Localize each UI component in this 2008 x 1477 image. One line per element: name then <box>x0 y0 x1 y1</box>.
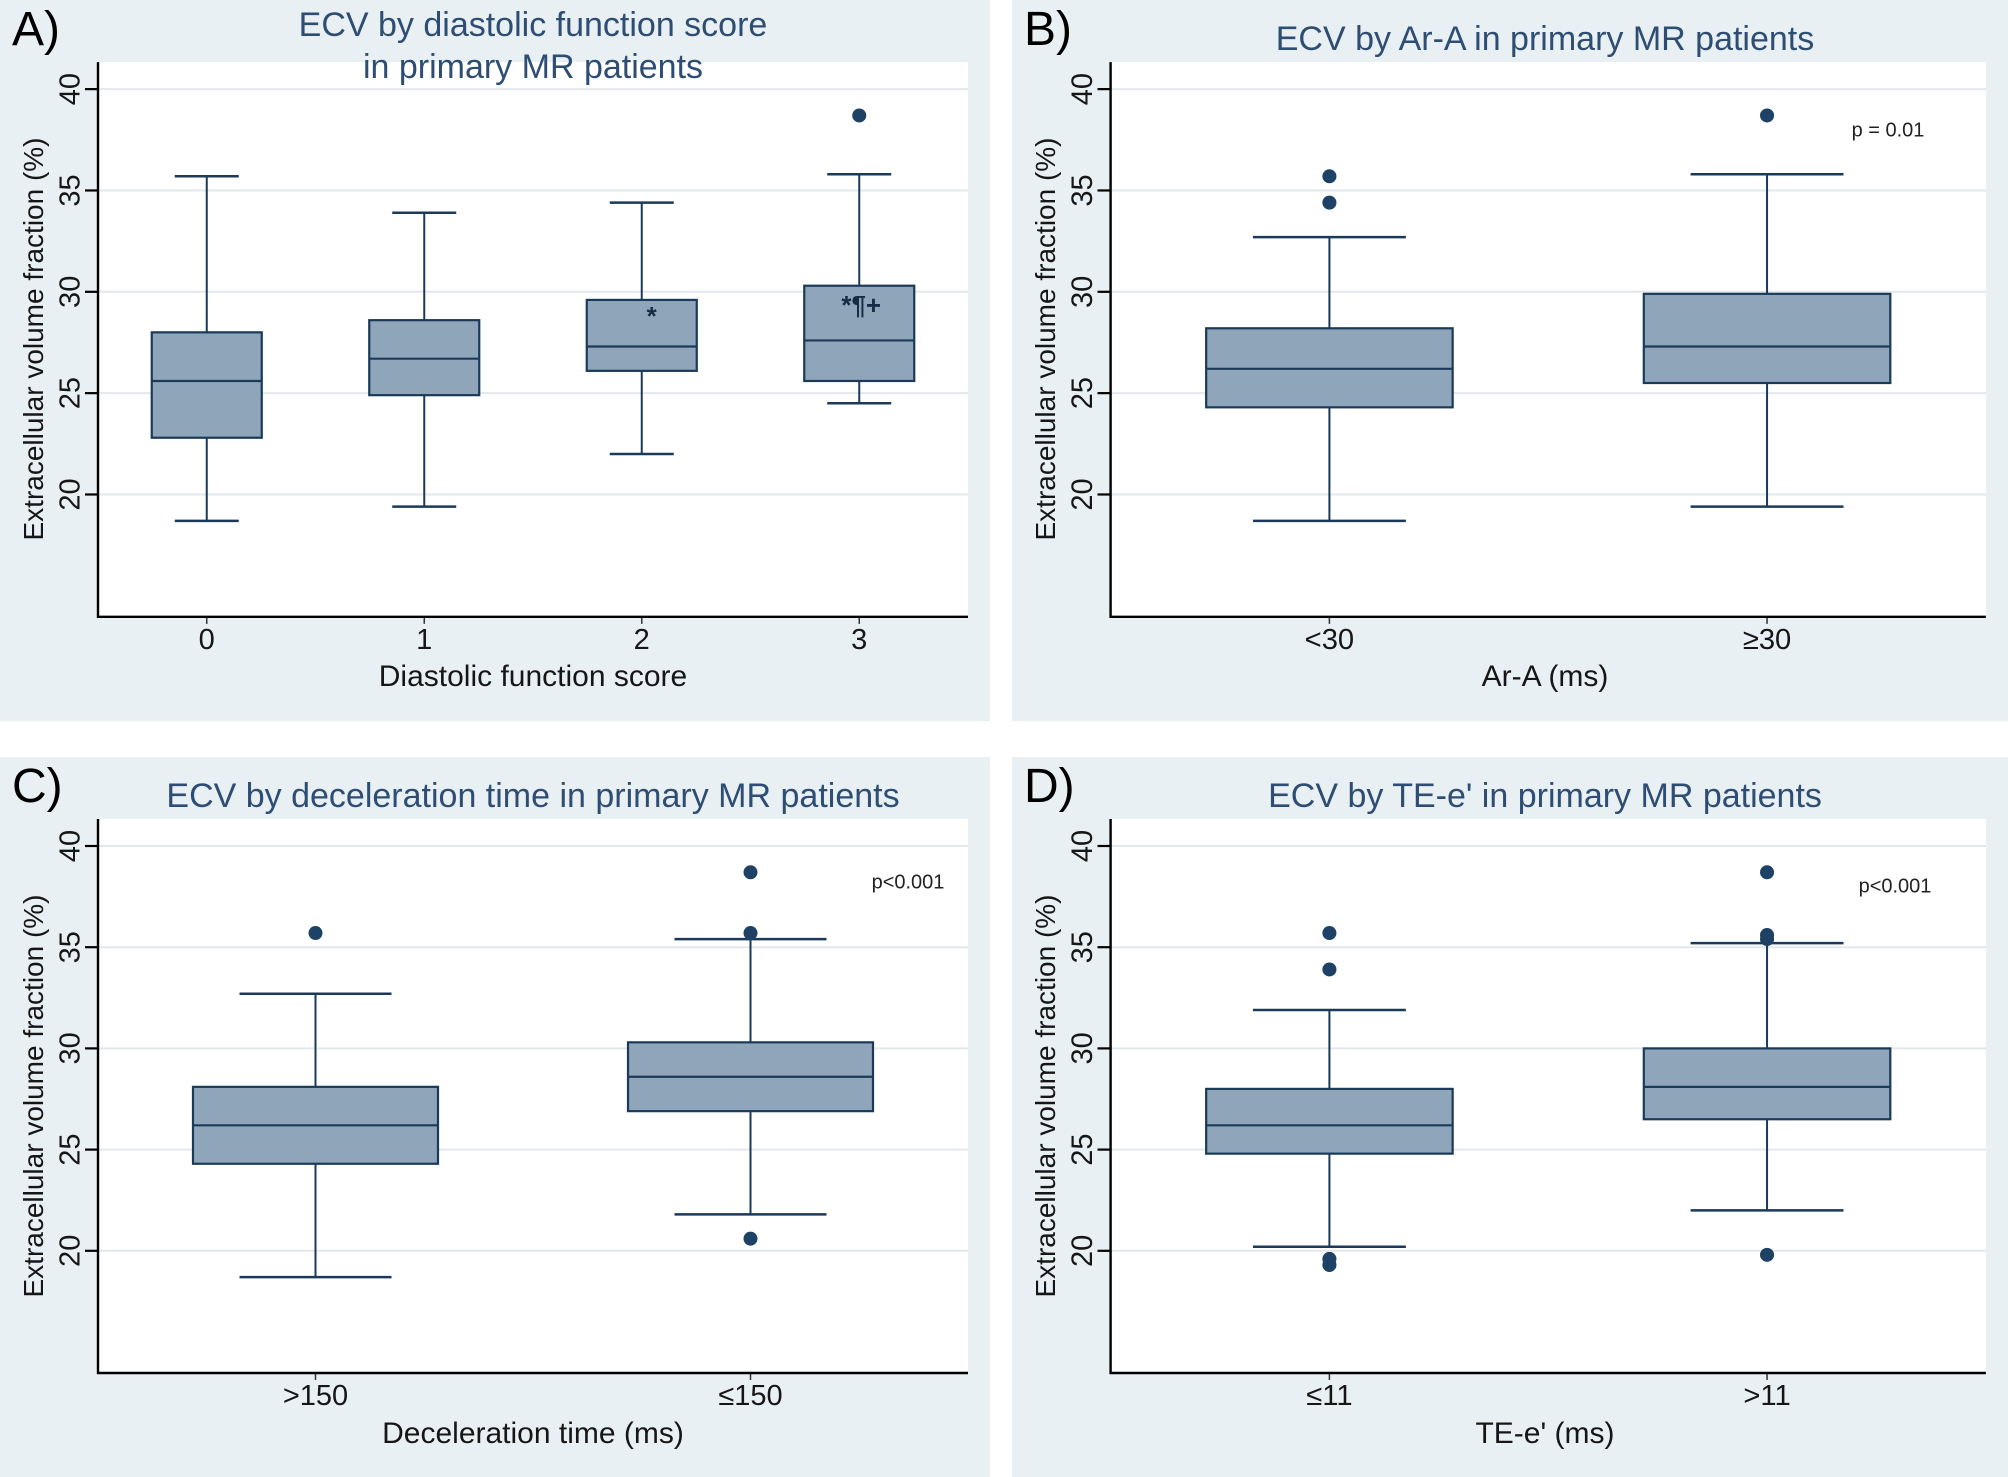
y-axis-label: Extracellular volume fraction (%) <box>18 894 49 1298</box>
chart-title-line-1: ECV by TE-e' in primary MR patients <box>1268 777 1822 815</box>
x-tick-label: <30 <box>1305 624 1354 656</box>
y-tick-label: 30 <box>55 1032 87 1064</box>
outlier-dot <box>308 926 323 941</box>
x-tick-label: ≤11 <box>1306 1380 1352 1412</box>
y-tick-label: 25 <box>1067 377 1099 409</box>
panel-letter-d: D) <box>1024 760 1075 813</box>
y-tick-label: 20 <box>55 478 87 510</box>
panel-letter-c: C) <box>12 760 63 813</box>
x-tick-label: 0 <box>199 624 215 656</box>
outlier-dot <box>1760 108 1775 123</box>
panel-letter-a: A) <box>12 3 60 56</box>
chart-title-line-1: ECV by diastolic function score <box>298 6 768 44</box>
iqr-box <box>1642 292 1892 385</box>
y-tick-label: 25 <box>55 1133 87 1165</box>
y-tick-label: 40 <box>55 73 87 105</box>
x-tick-label: ≥30 <box>1743 624 1791 656</box>
x-axis-label: TE-e' (ms) <box>1475 1417 1615 1450</box>
outlier-dot <box>852 108 867 123</box>
panel-a: A) ECV by diastolic function score in pr… <box>0 0 990 721</box>
outlier-dot <box>1760 865 1775 880</box>
y-tick-label: 35 <box>55 931 87 963</box>
outlier-dot <box>743 865 758 880</box>
outlier-dot <box>743 1231 758 1246</box>
chart-title-a: ECV by diastolic function score in prima… <box>98 4 968 88</box>
x-tick-label: 3 <box>851 624 867 656</box>
boxplot-canvas-d: ≤11 >11 20 25 30 35 40 <box>1067 819 1986 1412</box>
y-tick-label: 30 <box>1067 276 1099 308</box>
y-axis-label: Extracellular volume fraction (%) <box>1030 894 1061 1298</box>
x-tick-label: 2 <box>634 624 650 656</box>
iqr-box <box>585 298 698 372</box>
chart-title-line-1: ECV by deceleration time in primary MR p… <box>166 777 900 815</box>
outlier-dot <box>1322 962 1337 977</box>
chart-title-c: ECV by deceleration time in primary MR p… <box>98 775 968 817</box>
iqr-box <box>150 331 263 439</box>
x-axis-label: Diastolic function score <box>378 660 688 693</box>
chart-title-line-1: ECV by Ar-A in primary MR patients <box>1275 20 1815 58</box>
y-axis-label: Extracellular volume fraction (%) <box>18 137 49 541</box>
outlier-dot <box>1322 926 1337 941</box>
boxplot-canvas-b: <30 ≥30 20 25 30 35 40 <box>1067 62 1986 656</box>
p-value-label: p<0.001 <box>1858 875 1932 898</box>
p-value-label: p = 0.01 <box>1851 119 1925 142</box>
outlier-dot <box>1760 1247 1775 1262</box>
y-tick-label: 20 <box>55 1235 87 1267</box>
iqr-box <box>1642 1047 1892 1121</box>
x-axis-label: Deceleration time (ms) <box>382 1417 684 1450</box>
chart-title-line-2: in primary MR patients <box>362 48 704 86</box>
outlier-dot <box>743 926 758 941</box>
panel-b: B) ECV by Ar-A in primary MR patients Ex… <box>1012 0 2008 721</box>
y-tick-label: 30 <box>1067 1032 1099 1064</box>
outlier-dot <box>1322 169 1337 184</box>
y-axis-label: Extracellular volume fraction (%) <box>1030 137 1061 541</box>
significance-annotation: * <box>647 301 658 331</box>
y-tick-label: 20 <box>1067 478 1099 510</box>
y-tick-label: 40 <box>55 830 87 862</box>
y-tick-label: 25 <box>55 377 87 409</box>
boxplot-canvas-c: >150 ≤150 20 25 30 35 40 <box>55 819 968 1412</box>
iqr-box <box>803 284 916 383</box>
panel-d: D) ECV by TE-e' in primary MR patients E… <box>1012 757 2008 1477</box>
y-tick-label: 35 <box>1067 174 1099 206</box>
y-tick-label: 40 <box>1067 73 1099 105</box>
x-tick-label: ≤150 <box>718 1380 782 1412</box>
y-tick-label: 35 <box>55 174 87 206</box>
boxplot-canvas-a: 0 1 * 2 *¶+ 3 20 25 30 35 40 <box>55 62 968 656</box>
significance-annotation: *¶+ <box>841 290 881 320</box>
chart-title-d: ECV by TE-e' in primary MR patients <box>1110 775 1980 817</box>
y-tick-label: 20 <box>1067 1235 1099 1267</box>
y-tick-label: 40 <box>1067 830 1099 862</box>
p-value-label: p<0.001 <box>871 871 945 894</box>
x-tick-label: 1 <box>416 624 432 656</box>
outlier-dot <box>1322 1251 1337 1266</box>
panel-letter-b: B) <box>1024 3 1072 56</box>
chart-title-b: ECV by Ar-A in primary MR patients <box>1110 18 1980 60</box>
x-axis-label: Ar-A (ms) <box>1481 660 1609 693</box>
y-tick-label: 35 <box>1067 931 1099 963</box>
y-tick-label: 30 <box>55 276 87 308</box>
panel-c: C) ECV by deceleration time in primary M… <box>0 757 990 1477</box>
x-tick-label: >11 <box>1743 1380 1790 1412</box>
outlier-dot <box>1322 195 1337 210</box>
x-tick-label: >150 <box>283 1380 348 1412</box>
iqr-box <box>1205 1087 1454 1155</box>
outlier-dot <box>1760 928 1775 943</box>
y-tick-label: 25 <box>1067 1133 1099 1165</box>
